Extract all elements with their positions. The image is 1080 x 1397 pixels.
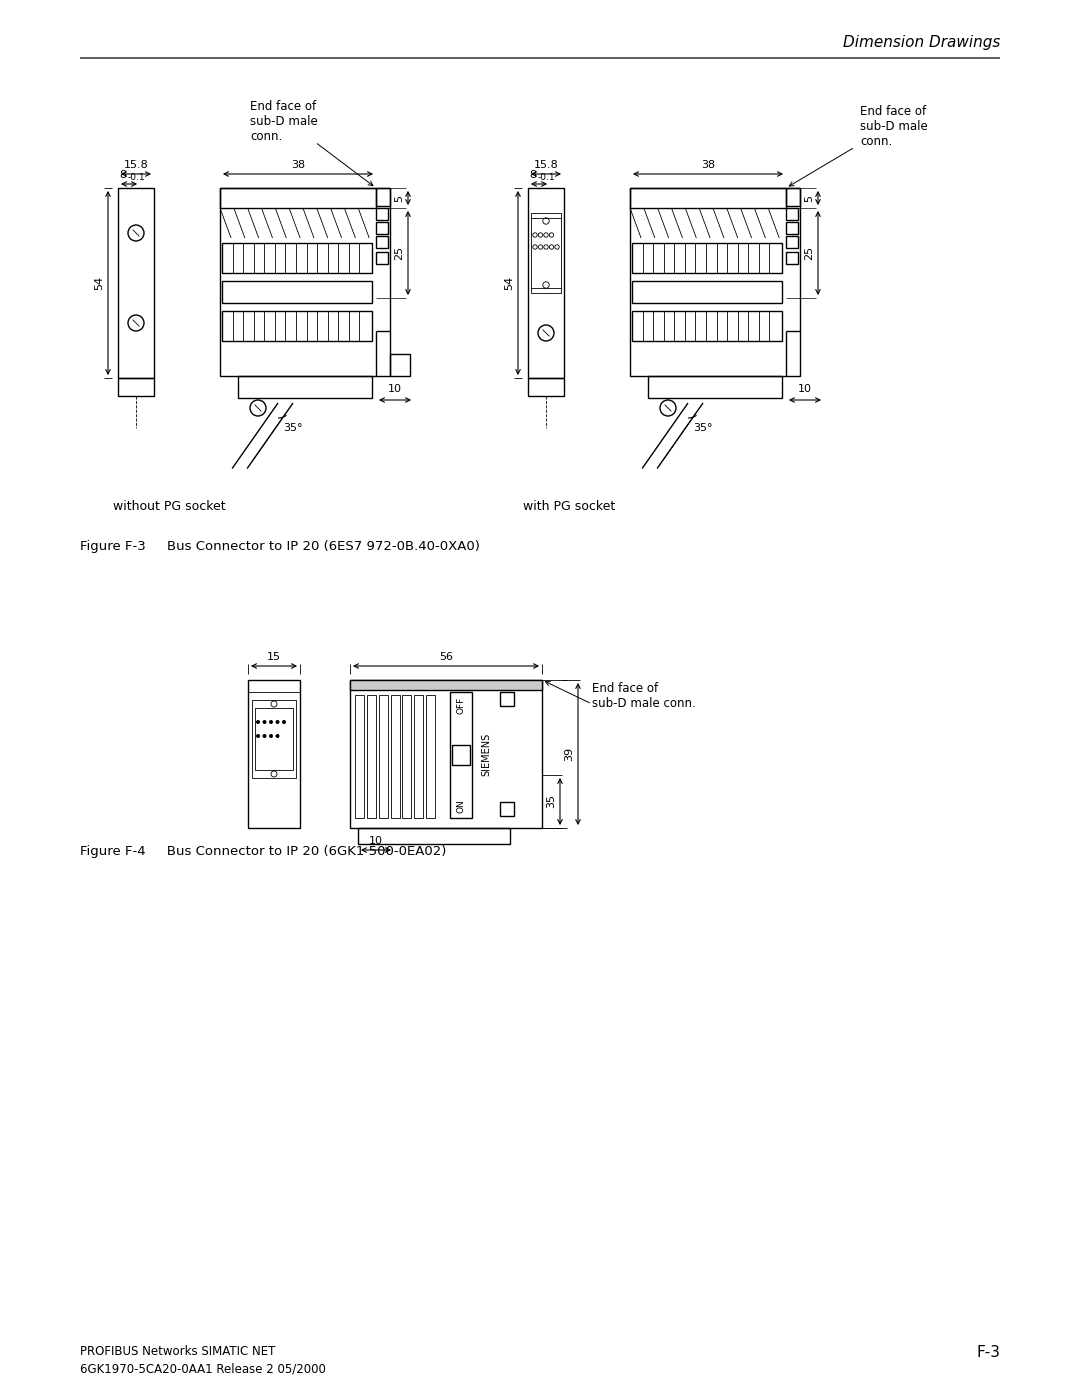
Text: 35: 35 [546,795,556,809]
Text: OFF: OFF [457,697,465,714]
Text: 15: 15 [267,652,281,662]
Circle shape [262,733,267,738]
Bar [450,692,472,819]
Text: 8: 8 [119,170,126,180]
Text: 54: 54 [504,277,514,291]
Text: 56: 56 [438,652,453,662]
Bar [118,189,154,379]
Text: without PG socket: without PG socket [113,500,226,513]
Bar [786,236,798,249]
Text: End face of
sub-D male conn.: End face of sub-D male conn. [592,682,696,710]
Bar [376,251,388,264]
Bar [376,189,390,205]
Text: 54: 54 [94,277,104,291]
Bar [403,694,411,819]
Bar [786,208,798,219]
Circle shape [269,733,273,738]
Text: 35°: 35° [693,423,713,433]
Text: 39: 39 [564,747,573,761]
Bar [118,379,154,395]
Bar [357,828,510,844]
Circle shape [275,719,280,724]
Text: PROFIBUS Networks SIMATIC NET: PROFIBUS Networks SIMATIC NET [80,1345,275,1358]
Circle shape [269,719,273,724]
Text: 15.8: 15.8 [123,161,148,170]
Circle shape [256,733,260,738]
Text: 15.8: 15.8 [534,161,558,170]
Circle shape [256,719,260,724]
Text: 35°: 35° [283,423,302,433]
Text: 6GK1970-5CA20-0AA1 Release 2 05/2000: 6GK1970-5CA20-0AA1 Release 2 05/2000 [80,1362,326,1375]
Text: -0.1: -0.1 [538,173,555,182]
Bar [414,694,423,819]
Bar [528,189,564,379]
Text: Figure F-4     Bus Connector to IP 20 (6GK1 500-0EA02): Figure F-4 Bus Connector to IP 20 (6GK1 … [80,845,446,858]
Bar [630,189,800,376]
Bar [379,694,388,819]
Text: End face of
sub-D male
conn.: End face of sub-D male conn. [860,105,928,148]
Text: 5: 5 [804,194,814,201]
Circle shape [282,719,286,724]
Circle shape [275,733,280,738]
Bar [255,708,293,770]
Text: 10: 10 [369,835,383,847]
Bar [632,243,782,272]
Text: SIEMENS: SIEMENS [481,732,491,775]
Bar [252,700,296,778]
Bar [222,243,372,272]
Text: 38: 38 [701,161,715,170]
Bar [350,680,542,690]
Bar [632,312,782,341]
Text: 10: 10 [798,384,812,394]
Bar [355,694,364,819]
Bar [500,692,514,705]
Text: End face of
sub-D male
conn.: End face of sub-D male conn. [249,101,318,142]
Bar [238,376,372,398]
Bar [528,379,564,395]
Circle shape [262,719,267,724]
Text: 25: 25 [394,246,404,260]
Bar [453,745,470,766]
Text: ON: ON [457,799,465,813]
Bar [376,236,388,249]
Bar [350,680,542,828]
Bar [367,694,376,819]
Bar [222,281,372,303]
Bar [786,222,798,235]
Bar [222,312,372,341]
Text: Dimension Drawings: Dimension Drawings [842,35,1000,49]
Text: 25: 25 [804,246,814,260]
Bar [630,189,786,208]
Bar [786,251,798,264]
Bar [786,189,800,205]
Bar [500,802,514,816]
Text: Figure F-3     Bus Connector to IP 20 (6ES7 972-0B.40-0XA0): Figure F-3 Bus Connector to IP 20 (6ES7 … [80,541,480,553]
Bar [632,281,782,303]
Bar [426,694,435,819]
Bar [376,208,388,219]
Bar [376,222,388,235]
Text: with PG socket: with PG socket [523,500,616,513]
Text: 5: 5 [394,194,404,201]
Bar [390,353,410,376]
Text: 8: 8 [529,170,536,180]
Bar [648,376,782,398]
Bar [391,694,400,819]
Bar [220,189,376,208]
Bar [248,680,300,828]
Bar [220,189,390,376]
Text: F-3: F-3 [976,1345,1000,1361]
Bar [531,212,561,293]
Text: 38: 38 [291,161,305,170]
Text: 10: 10 [388,384,402,394]
Text: -0.1: -0.1 [129,173,146,182]
